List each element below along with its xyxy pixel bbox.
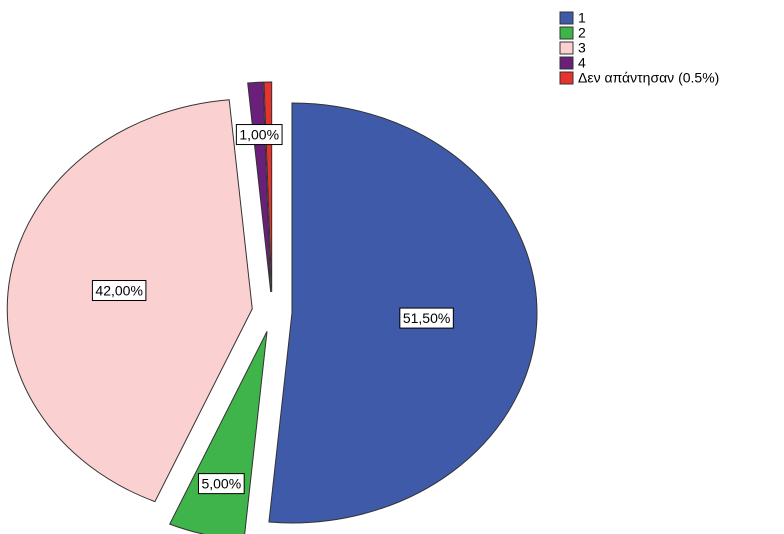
legend-label: Δεν απάντησαν (0.5%) [578, 70, 719, 86]
data-label-box [91, 280, 147, 302]
legend-swatch [559, 56, 574, 70]
legend-label: 1 [578, 10, 586, 26]
legend-swatch [559, 41, 574, 55]
data-label-text: 1,00% [239, 127, 279, 143]
legend-swatch [559, 26, 574, 40]
legend-label: 3 [578, 40, 586, 56]
data-label: 42,00% [91, 280, 147, 302]
data-label: 5,00% [197, 473, 245, 495]
data-label: 51,50% [399, 307, 454, 329]
legend-label: 2 [578, 25, 586, 41]
data-label-text: 51,50% [403, 310, 450, 326]
data-label-text: 5,00% [201, 476, 241, 492]
data-label-box [399, 307, 454, 329]
legend-swatch [559, 11, 574, 25]
data-label-box [235, 124, 283, 146]
legend-swatch [559, 71, 574, 85]
legend-label: 4 [578, 55, 586, 71]
data-label: 1,00% [235, 124, 283, 146]
data-label-box [197, 473, 245, 495]
data-label-text: 42,00% [95, 283, 142, 299]
